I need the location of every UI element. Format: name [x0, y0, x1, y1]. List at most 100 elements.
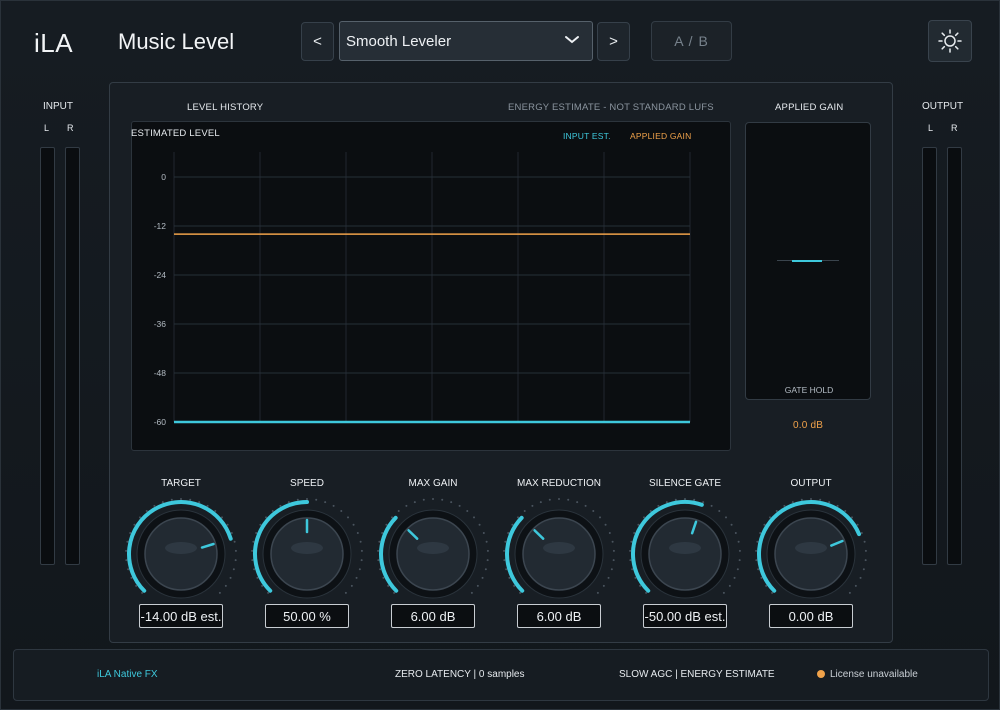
knob-track-dot — [264, 516, 267, 519]
knob-track-dot — [393, 591, 396, 594]
knob-track-dot — [608, 531, 611, 534]
knob-track-dot — [513, 584, 516, 587]
knob-track-dot — [819, 498, 822, 501]
output-knob-label: OUTPUT — [790, 478, 832, 489]
speed-value-field[interactable]: 50.00 % — [265, 604, 349, 628]
knob-track-dot — [733, 576, 736, 579]
knob-track-dot — [844, 509, 847, 512]
knob-track-dot — [397, 509, 400, 512]
knob-track-dot — [221, 516, 224, 519]
next-preset-button[interactable]: > — [597, 22, 630, 61]
max-reduction-value-field[interactable]: 6.00 dB — [517, 604, 601, 628]
knob-track-dot — [125, 549, 128, 552]
knob-value-arc — [379, 515, 399, 593]
knob-value-arc — [127, 500, 233, 593]
knob-track-dot — [486, 549, 489, 552]
silence-gate-knob[interactable] — [624, 493, 746, 615]
knob-track-dot — [503, 549, 506, 552]
knob-track-dot — [674, 498, 677, 501]
knob-track-dot — [126, 540, 129, 543]
knob-track-dot — [862, 568, 865, 571]
y-tick-label: -36 — [154, 319, 167, 329]
knob-track-dot — [800, 498, 803, 501]
knob-track-dot — [387, 584, 390, 587]
knob-track-dot — [356, 531, 359, 534]
knob-track-dot — [458, 504, 461, 507]
knob-track-dot — [864, 559, 867, 562]
knob-track-dot — [505, 568, 508, 571]
knob-track-dot — [630, 540, 633, 543]
legend-input-est: INPUT EST. — [563, 131, 611, 141]
knob-track-dot — [516, 516, 519, 519]
target-knob-label: TARGET — [161, 478, 201, 489]
knob-track-dot — [198, 501, 201, 504]
knob-track-dot — [634, 576, 637, 579]
sun-icon — [938, 29, 962, 53]
knob-track-dot — [234, 549, 237, 552]
knob-track-dot — [306, 498, 308, 500]
knob-track-dot — [725, 516, 728, 519]
knob-track-dot — [734, 531, 737, 534]
knob-track-dot — [584, 504, 587, 507]
knob-track-dot — [738, 549, 741, 552]
knob-track-dot — [324, 501, 327, 504]
knob-track-dot — [340, 509, 343, 512]
knob-track-dot — [859, 576, 862, 579]
silence-gate-value-field[interactable]: -50.00 dB est. — [643, 604, 727, 628]
preset-dropdown[interactable]: Smooth Leveler — [339, 21, 593, 61]
y-tick-label: -60 — [154, 417, 167, 427]
knob-track-dot — [377, 549, 380, 552]
knob-track-dot — [612, 549, 615, 552]
output-knob[interactable] — [750, 493, 872, 615]
knob-track-dot — [864, 549, 867, 552]
y-tick-label: -48 — [154, 368, 167, 378]
knob-track-dot — [296, 498, 299, 501]
speed-knob[interactable] — [246, 493, 368, 615]
knob-track-dot — [382, 576, 385, 579]
applied-gain-indicator — [792, 260, 822, 262]
knob-track-dot — [736, 568, 739, 571]
max-reduction-knob[interactable] — [498, 493, 620, 615]
target-value-field[interactable]: -14.00 dB est. — [139, 604, 223, 628]
knob-track-dot — [141, 591, 144, 594]
knob-track-dot — [180, 498, 182, 500]
knob-track-dot — [637, 523, 640, 526]
knob-track-dot — [256, 576, 259, 579]
max-reduction-knob-label: MAX REDUCTION — [517, 478, 601, 489]
knob-track-dot — [567, 498, 570, 501]
output-value-field[interactable]: 0.00 dB — [769, 604, 853, 628]
target-knob[interactable] — [120, 493, 242, 615]
knob-highlight — [165, 542, 197, 554]
theme-toggle-button[interactable] — [928, 20, 972, 62]
knob-track-dot — [607, 576, 610, 579]
knob-track-dot — [684, 498, 686, 500]
energy-estimate-note: ENERGY ESTIMATE - NOT STANDARD LUFS — [508, 102, 714, 113]
max-gain-value-field[interactable]: 6.00 dB — [391, 604, 475, 628]
knob-track-dot — [602, 584, 605, 587]
knob-track-dot — [856, 523, 859, 526]
knob-track-dot — [730, 523, 733, 526]
license-status: License unavailable — [830, 669, 918, 680]
knob-track-dot — [631, 568, 634, 571]
knob-pointer — [200, 542, 215, 549]
knob-track-dot — [604, 523, 607, 526]
knob-track-dot — [728, 584, 731, 587]
knob-track-dot — [629, 549, 632, 552]
knob-track-dot — [229, 576, 232, 579]
knob-track-dot — [358, 568, 361, 571]
knob-track-dot — [775, 509, 778, 512]
knob-track-dot — [693, 498, 696, 501]
knob-track-dot — [486, 559, 489, 562]
speed-knob-label: SPEED — [290, 478, 324, 489]
preset-name: Smooth Leveler — [346, 32, 452, 50]
knob-track-dot — [390, 516, 393, 519]
ab-compare-button[interactable]: A / B — [651, 21, 732, 61]
status-bar — [13, 649, 989, 701]
knob-track-dot — [145, 509, 148, 512]
previous-preset-button[interactable]: < — [301, 22, 334, 61]
knob-track-dot — [503, 559, 506, 562]
max-gain-knob[interactable] — [372, 493, 494, 615]
knob-pointer — [407, 529, 419, 540]
knob-track-dot — [610, 568, 613, 571]
knob-track-dot — [127, 568, 130, 571]
